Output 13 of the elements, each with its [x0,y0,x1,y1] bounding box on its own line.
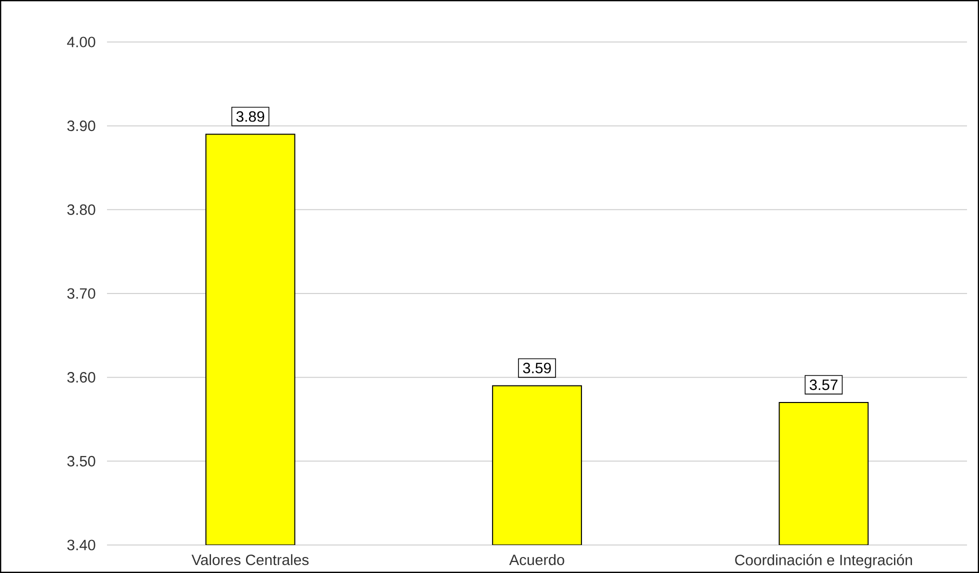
y-tick-label: 3.90 [67,120,96,131]
y-tick-label: 3.40 [67,540,96,550]
y-tick-label: 3.50 [67,456,96,466]
data-label: 3.89 [236,111,264,122]
data-label: 3.59 [523,362,551,374]
x-tick-label: Coordinación e Integración [735,554,912,568]
y-tick-label: 4.00 [67,36,96,48]
y-tick-label: 3.60 [67,372,96,382]
y-tick-label: 3.70 [67,288,96,299]
x-tick-label: Valores Centrales [192,554,309,566]
data-label: 3.57 [810,379,838,390]
x-tick-label: Acuerdo [509,554,564,566]
y-tick-label: 3.80 [67,204,96,215]
